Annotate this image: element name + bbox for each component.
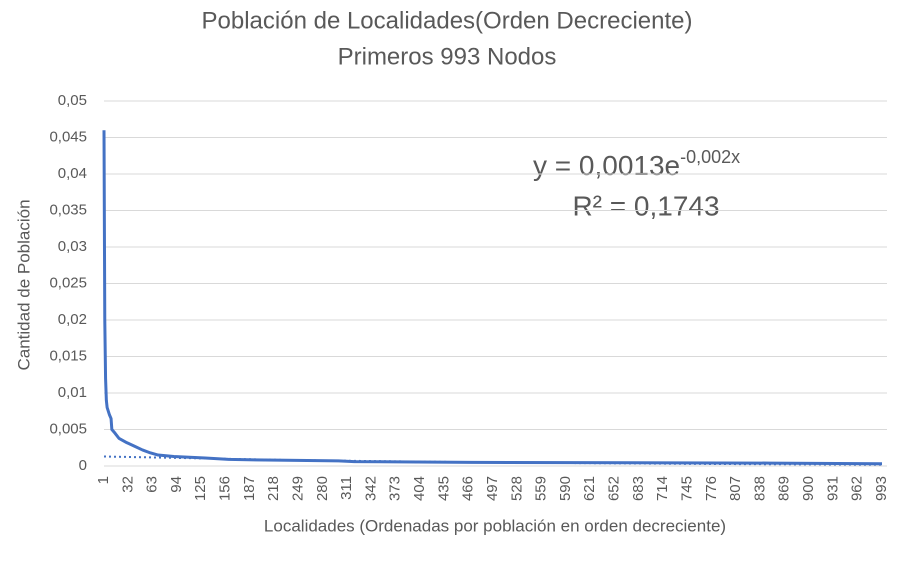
chart-subtitle: Primeros 993 Nodos bbox=[338, 43, 557, 70]
x-tick-label: 249 bbox=[289, 476, 306, 501]
x-tick-label: 683 bbox=[630, 476, 647, 501]
x-tick-label: 156 bbox=[217, 476, 234, 501]
x-tick-label: 900 bbox=[800, 476, 817, 501]
x-tick-label: 311 bbox=[338, 476, 355, 500]
x-tick-label: 962 bbox=[849, 476, 866, 501]
y-tick-label: 0,045 bbox=[49, 128, 87, 145]
y-tick-label: 0,01 bbox=[58, 384, 87, 401]
chart-title: Población de Localidades(Orden Decrecien… bbox=[202, 7, 693, 34]
data-line bbox=[102, 130, 883, 466]
x-tick-label: 528 bbox=[508, 476, 525, 501]
x-tick-label: 466 bbox=[460, 476, 477, 501]
trend-equation: y = 0,0013e-0,002x bbox=[533, 147, 740, 182]
y-tick-label: 0,02 bbox=[58, 311, 87, 328]
x-tick-label: 652 bbox=[606, 476, 623, 501]
x-tick-label: 714 bbox=[654, 476, 671, 501]
x-tick-label: 776 bbox=[703, 476, 720, 501]
x-tick-label: 621 bbox=[581, 476, 598, 501]
y-axis-label: Cantidad de Población bbox=[14, 199, 33, 370]
x-tick-label: 869 bbox=[776, 476, 793, 501]
x-axis-label: Localidades (Ordenadas por población en … bbox=[264, 516, 726, 535]
equation-base: y = 0,0013e bbox=[533, 150, 680, 181]
x-tick-label: 993 bbox=[873, 476, 890, 501]
x-tick-label: 218 bbox=[265, 476, 282, 501]
x-tick-label: 931 bbox=[824, 476, 841, 501]
x-tick-label: 838 bbox=[751, 476, 768, 501]
y-tick-label: 0,035 bbox=[49, 201, 87, 218]
x-tick-label: 745 bbox=[678, 476, 695, 501]
x-tick-label: 63 bbox=[144, 476, 161, 493]
x-tick-label: 435 bbox=[435, 476, 452, 501]
equation-exponent: -0,002x bbox=[680, 147, 740, 167]
x-tick-label: 807 bbox=[727, 476, 744, 501]
x-tick-label: 559 bbox=[533, 476, 550, 501]
x-tick-label: 125 bbox=[192, 476, 209, 501]
y-tick-label: 0,015 bbox=[49, 347, 87, 364]
x-tick-label: 404 bbox=[411, 476, 428, 501]
y-tick-label: 0,03 bbox=[58, 238, 87, 255]
y-tick-label: 0,025 bbox=[49, 274, 87, 291]
x-tick-label: 497 bbox=[484, 476, 501, 501]
r-squared: R² = 0,1743 bbox=[572, 190, 719, 221]
y-tick-label: 0,005 bbox=[49, 420, 87, 437]
x-tick-label: 1 bbox=[95, 476, 112, 484]
y-tick-label: 0,04 bbox=[58, 165, 87, 182]
y-tick-label: 0,05 bbox=[58, 92, 87, 109]
x-tick-label: 187 bbox=[241, 476, 258, 501]
x-tick-label: 280 bbox=[314, 476, 331, 501]
y-tick-label: 0 bbox=[79, 457, 87, 474]
x-tick-label: 94 bbox=[168, 476, 185, 493]
x-tick-label: 373 bbox=[387, 476, 404, 501]
x-tick-label: 590 bbox=[557, 476, 574, 501]
x-tick-label: 342 bbox=[362, 476, 379, 501]
x-tick-label: 32 bbox=[119, 476, 136, 493]
